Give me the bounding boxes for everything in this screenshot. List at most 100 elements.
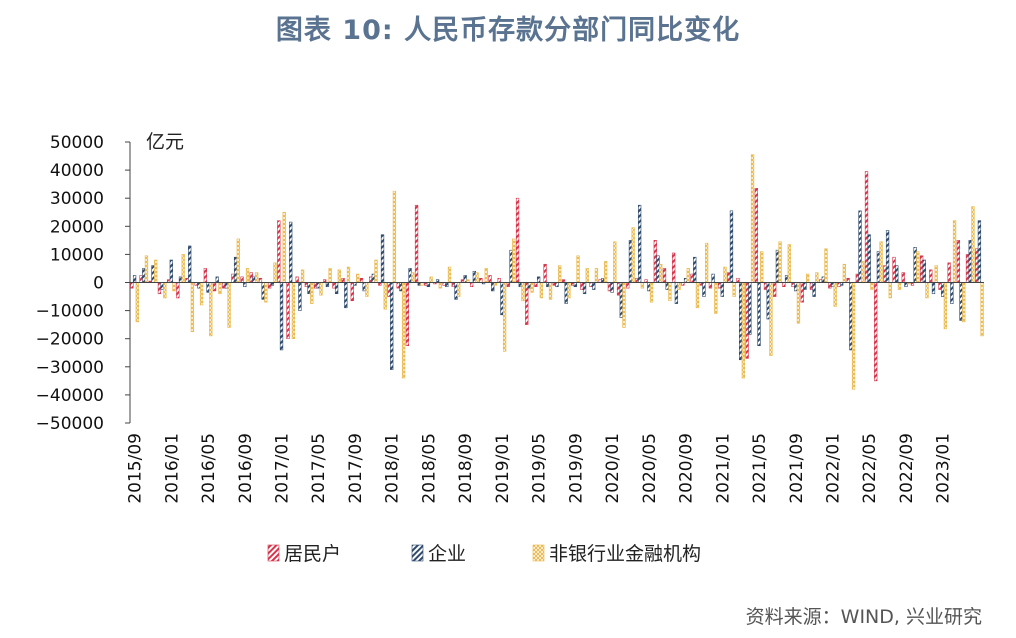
bar-corporate bbox=[408, 268, 412, 283]
bar-household bbox=[965, 254, 970, 283]
bar-corporate bbox=[316, 282, 320, 289]
bar-nonbank bbox=[172, 282, 176, 292]
bar-corporate bbox=[601, 277, 605, 283]
bar-corporate bbox=[491, 282, 495, 292]
bar-nonbank bbox=[264, 282, 268, 303]
bar-corporate bbox=[261, 282, 265, 300]
bar-household bbox=[975, 248, 979, 283]
bar-nonbank bbox=[962, 282, 966, 323]
legend-swatch-household bbox=[267, 544, 280, 562]
bar-nonbank bbox=[392, 190, 397, 283]
bar-household bbox=[616, 282, 621, 296]
legend-swatch-nonbank bbox=[532, 544, 545, 562]
bar-corporate bbox=[885, 230, 890, 283]
bar-nonbank bbox=[732, 282, 736, 297]
bar-household bbox=[754, 188, 758, 283]
y-tick-label: 10000 bbox=[50, 245, 104, 265]
bar-household bbox=[929, 269, 933, 283]
bar-corporate bbox=[445, 282, 449, 288]
bar-household bbox=[497, 277, 501, 283]
bar-nonbank bbox=[411, 272, 415, 283]
bar-corporate bbox=[858, 210, 862, 283]
bar-household bbox=[947, 262, 951, 283]
bar-nonbank bbox=[530, 282, 534, 293]
bar-corporate bbox=[876, 251, 881, 283]
x-tick-label: 2022/05 bbox=[860, 433, 880, 504]
bar-nonbank bbox=[319, 282, 323, 296]
bar-corporate bbox=[472, 270, 477, 283]
x-tick-label: 2018/05 bbox=[419, 433, 439, 504]
bar-corporate bbox=[298, 282, 302, 311]
x-tick-label: 2016/09 bbox=[236, 433, 256, 504]
bar-household bbox=[267, 282, 272, 289]
bar-nonbank bbox=[273, 262, 277, 283]
x-tick-label: 2021/09 bbox=[787, 433, 807, 504]
bar-household bbox=[708, 282, 713, 289]
bar-nonbank bbox=[383, 282, 387, 310]
bar-corporate bbox=[895, 265, 899, 283]
bar-household bbox=[240, 276, 244, 283]
bar-household bbox=[626, 282, 630, 289]
x-axis: 2015/09 2016/01 2016/05 2016/09 2017/01 2017/… bbox=[126, 282, 984, 504]
bar-corporate bbox=[500, 282, 504, 316]
bar-corporate bbox=[711, 273, 715, 283]
bar-household bbox=[901, 272, 905, 283]
bar-corporate bbox=[628, 240, 633, 283]
bar-household bbox=[736, 277, 740, 283]
bar-nonbank bbox=[851, 282, 856, 390]
bar-nonbank bbox=[861, 261, 865, 283]
bar-nonbank bbox=[548, 282, 553, 300]
bar-household bbox=[846, 277, 850, 283]
bar-nonbank bbox=[769, 282, 773, 356]
x-tick-label: 2015/09 bbox=[126, 433, 146, 504]
bar-nonbank bbox=[502, 282, 507, 352]
x-tick-label: 2016/01 bbox=[162, 433, 182, 504]
bar-group bbox=[130, 154, 984, 390]
bar-corporate bbox=[142, 268, 146, 283]
bar-corporate bbox=[564, 282, 568, 304]
bar-corporate bbox=[224, 282, 229, 289]
bar-household bbox=[222, 282, 226, 289]
x-tick-label: 2021/05 bbox=[750, 433, 770, 504]
legend-label-nonbank: 非银行业金融机构 bbox=[549, 543, 701, 565]
bar-household bbox=[883, 265, 887, 283]
bar-nonbank bbox=[539, 282, 543, 299]
bar-corporate bbox=[637, 204, 642, 283]
y-tick-label: 20000 bbox=[50, 217, 104, 237]
bar-nonbank bbox=[704, 242, 709, 283]
bar-nonbank bbox=[337, 269, 341, 283]
bar-nonbank bbox=[282, 211, 286, 283]
bar-corporate bbox=[775, 249, 780, 283]
bar-household bbox=[212, 282, 217, 292]
bar-household bbox=[745, 282, 749, 359]
bar-household bbox=[938, 282, 942, 290]
x-tick-label: 2022/09 bbox=[897, 433, 917, 504]
bar-corporate bbox=[252, 276, 256, 283]
y-tick-label: 0 bbox=[93, 274, 104, 294]
bar-household bbox=[231, 273, 235, 283]
bar-corporate bbox=[390, 282, 394, 370]
bar-household bbox=[534, 282, 538, 288]
bar-nonbank bbox=[475, 272, 479, 283]
bar-corporate bbox=[334, 282, 339, 295]
bar-nonbank bbox=[714, 282, 718, 314]
bar-corporate bbox=[555, 282, 559, 288]
bar-nonbank bbox=[401, 282, 406, 379]
bar-nonbank bbox=[154, 259, 158, 283]
bar-nonbank bbox=[594, 268, 599, 283]
y-tick-label: −30000 bbox=[36, 358, 104, 378]
bar-nonbank bbox=[778, 241, 782, 283]
bar-corporate bbox=[151, 265, 155, 283]
y-tick-label: 50000 bbox=[50, 133, 104, 153]
bar-household bbox=[332, 282, 336, 289]
bar-nonbank bbox=[925, 282, 929, 299]
x-tick-label: 2022/01 bbox=[823, 433, 843, 504]
bar-corporate bbox=[197, 282, 201, 289]
bar-nonbank bbox=[585, 268, 589, 283]
y-tick-label: 40000 bbox=[50, 161, 104, 181]
x-tick-label: 2020/05 bbox=[640, 433, 660, 504]
bar-household bbox=[277, 220, 281, 283]
bar-corporate bbox=[536, 276, 541, 283]
bar-corporate bbox=[573, 282, 578, 288]
